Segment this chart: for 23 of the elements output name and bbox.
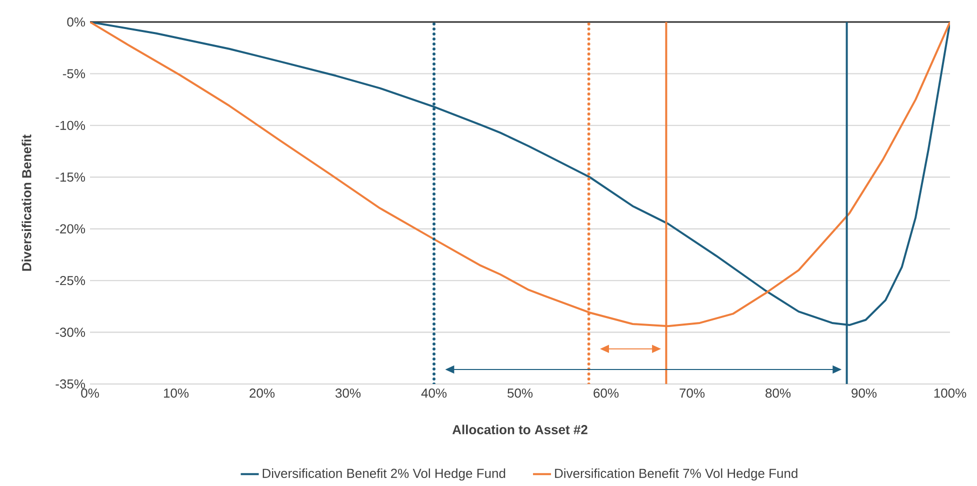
x-axis-title: Allocation to Asset #2 xyxy=(452,424,588,434)
x-tick-label: 30% xyxy=(336,388,361,398)
y-tick-label: -15% xyxy=(56,172,86,182)
y-tick-label: -25% xyxy=(56,276,86,286)
x-tick-label: 20% xyxy=(250,388,275,398)
y-tick-label: -10% xyxy=(56,120,86,130)
legend-label: Diversification Benefit 2% Vol Hedge Fund xyxy=(262,468,506,481)
x-tick-label: 10% xyxy=(164,388,189,398)
y-axis-title: Diversification Benefit xyxy=(22,134,32,271)
y-tick-label: -35% xyxy=(56,379,86,389)
y-tick-label: 0% xyxy=(67,17,86,27)
x-tick-label: 100% xyxy=(934,388,966,398)
x-tick-label: 80% xyxy=(766,388,791,398)
x-tick-label: 40% xyxy=(421,388,447,398)
x-tick-label: 90% xyxy=(852,388,877,398)
legend-label: Diversification Benefit 7% Vol Hedge Fund xyxy=(555,468,798,481)
y-tick-label: -30% xyxy=(56,328,86,337)
x-tick-label: 50% xyxy=(508,388,533,398)
x-tick-label: 70% xyxy=(680,388,705,398)
y-tick-label: -5% xyxy=(62,69,86,78)
x-tick-label: 0% xyxy=(81,388,99,398)
x-tick-label: 60% xyxy=(594,388,619,398)
y-tick-label: -20% xyxy=(56,224,86,234)
